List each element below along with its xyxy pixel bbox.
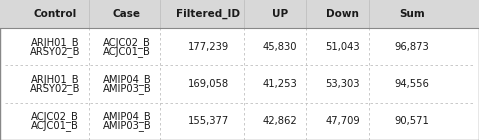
Text: 51,043: 51,043 xyxy=(325,42,360,52)
Text: 96,873: 96,873 xyxy=(395,42,429,52)
Text: Case: Case xyxy=(113,9,141,19)
Text: 155,377: 155,377 xyxy=(188,116,229,126)
Text: 45,830: 45,830 xyxy=(263,42,297,52)
Text: Sum: Sum xyxy=(399,9,425,19)
Text: 42,862: 42,862 xyxy=(263,116,297,126)
Text: ARJH01_B: ARJH01_B xyxy=(31,74,80,85)
Text: 94,556: 94,556 xyxy=(395,79,429,89)
Text: AMIP04_B: AMIP04_B xyxy=(103,74,151,85)
Text: AMIP04_B: AMIP04_B xyxy=(103,111,151,122)
Text: ARSY02_B: ARSY02_B xyxy=(30,46,80,57)
Text: ARJH01_B: ARJH01_B xyxy=(31,37,80,48)
Text: ACJC01_B: ACJC01_B xyxy=(31,120,79,131)
Text: Control: Control xyxy=(34,9,77,19)
Text: ACJC01_B: ACJC01_B xyxy=(103,46,151,57)
Text: UP: UP xyxy=(272,9,288,19)
Text: ARSY02_B: ARSY02_B xyxy=(30,83,80,94)
Text: 53,303: 53,303 xyxy=(325,79,360,89)
Text: 47,709: 47,709 xyxy=(325,116,360,126)
Text: 41,253: 41,253 xyxy=(263,79,297,89)
Text: Down: Down xyxy=(326,9,359,19)
Bar xyxy=(0,0,479,28)
Text: ACJC02_B: ACJC02_B xyxy=(103,37,151,48)
Text: 177,239: 177,239 xyxy=(188,42,229,52)
Text: 90,571: 90,571 xyxy=(395,116,429,126)
Text: 169,058: 169,058 xyxy=(188,79,229,89)
Text: AMIP03_B: AMIP03_B xyxy=(103,120,151,131)
Text: Filtered_ID: Filtered_ID xyxy=(176,9,240,19)
Text: AMIP03_B: AMIP03_B xyxy=(103,83,151,94)
Text: ACJC02_B: ACJC02_B xyxy=(31,111,79,122)
